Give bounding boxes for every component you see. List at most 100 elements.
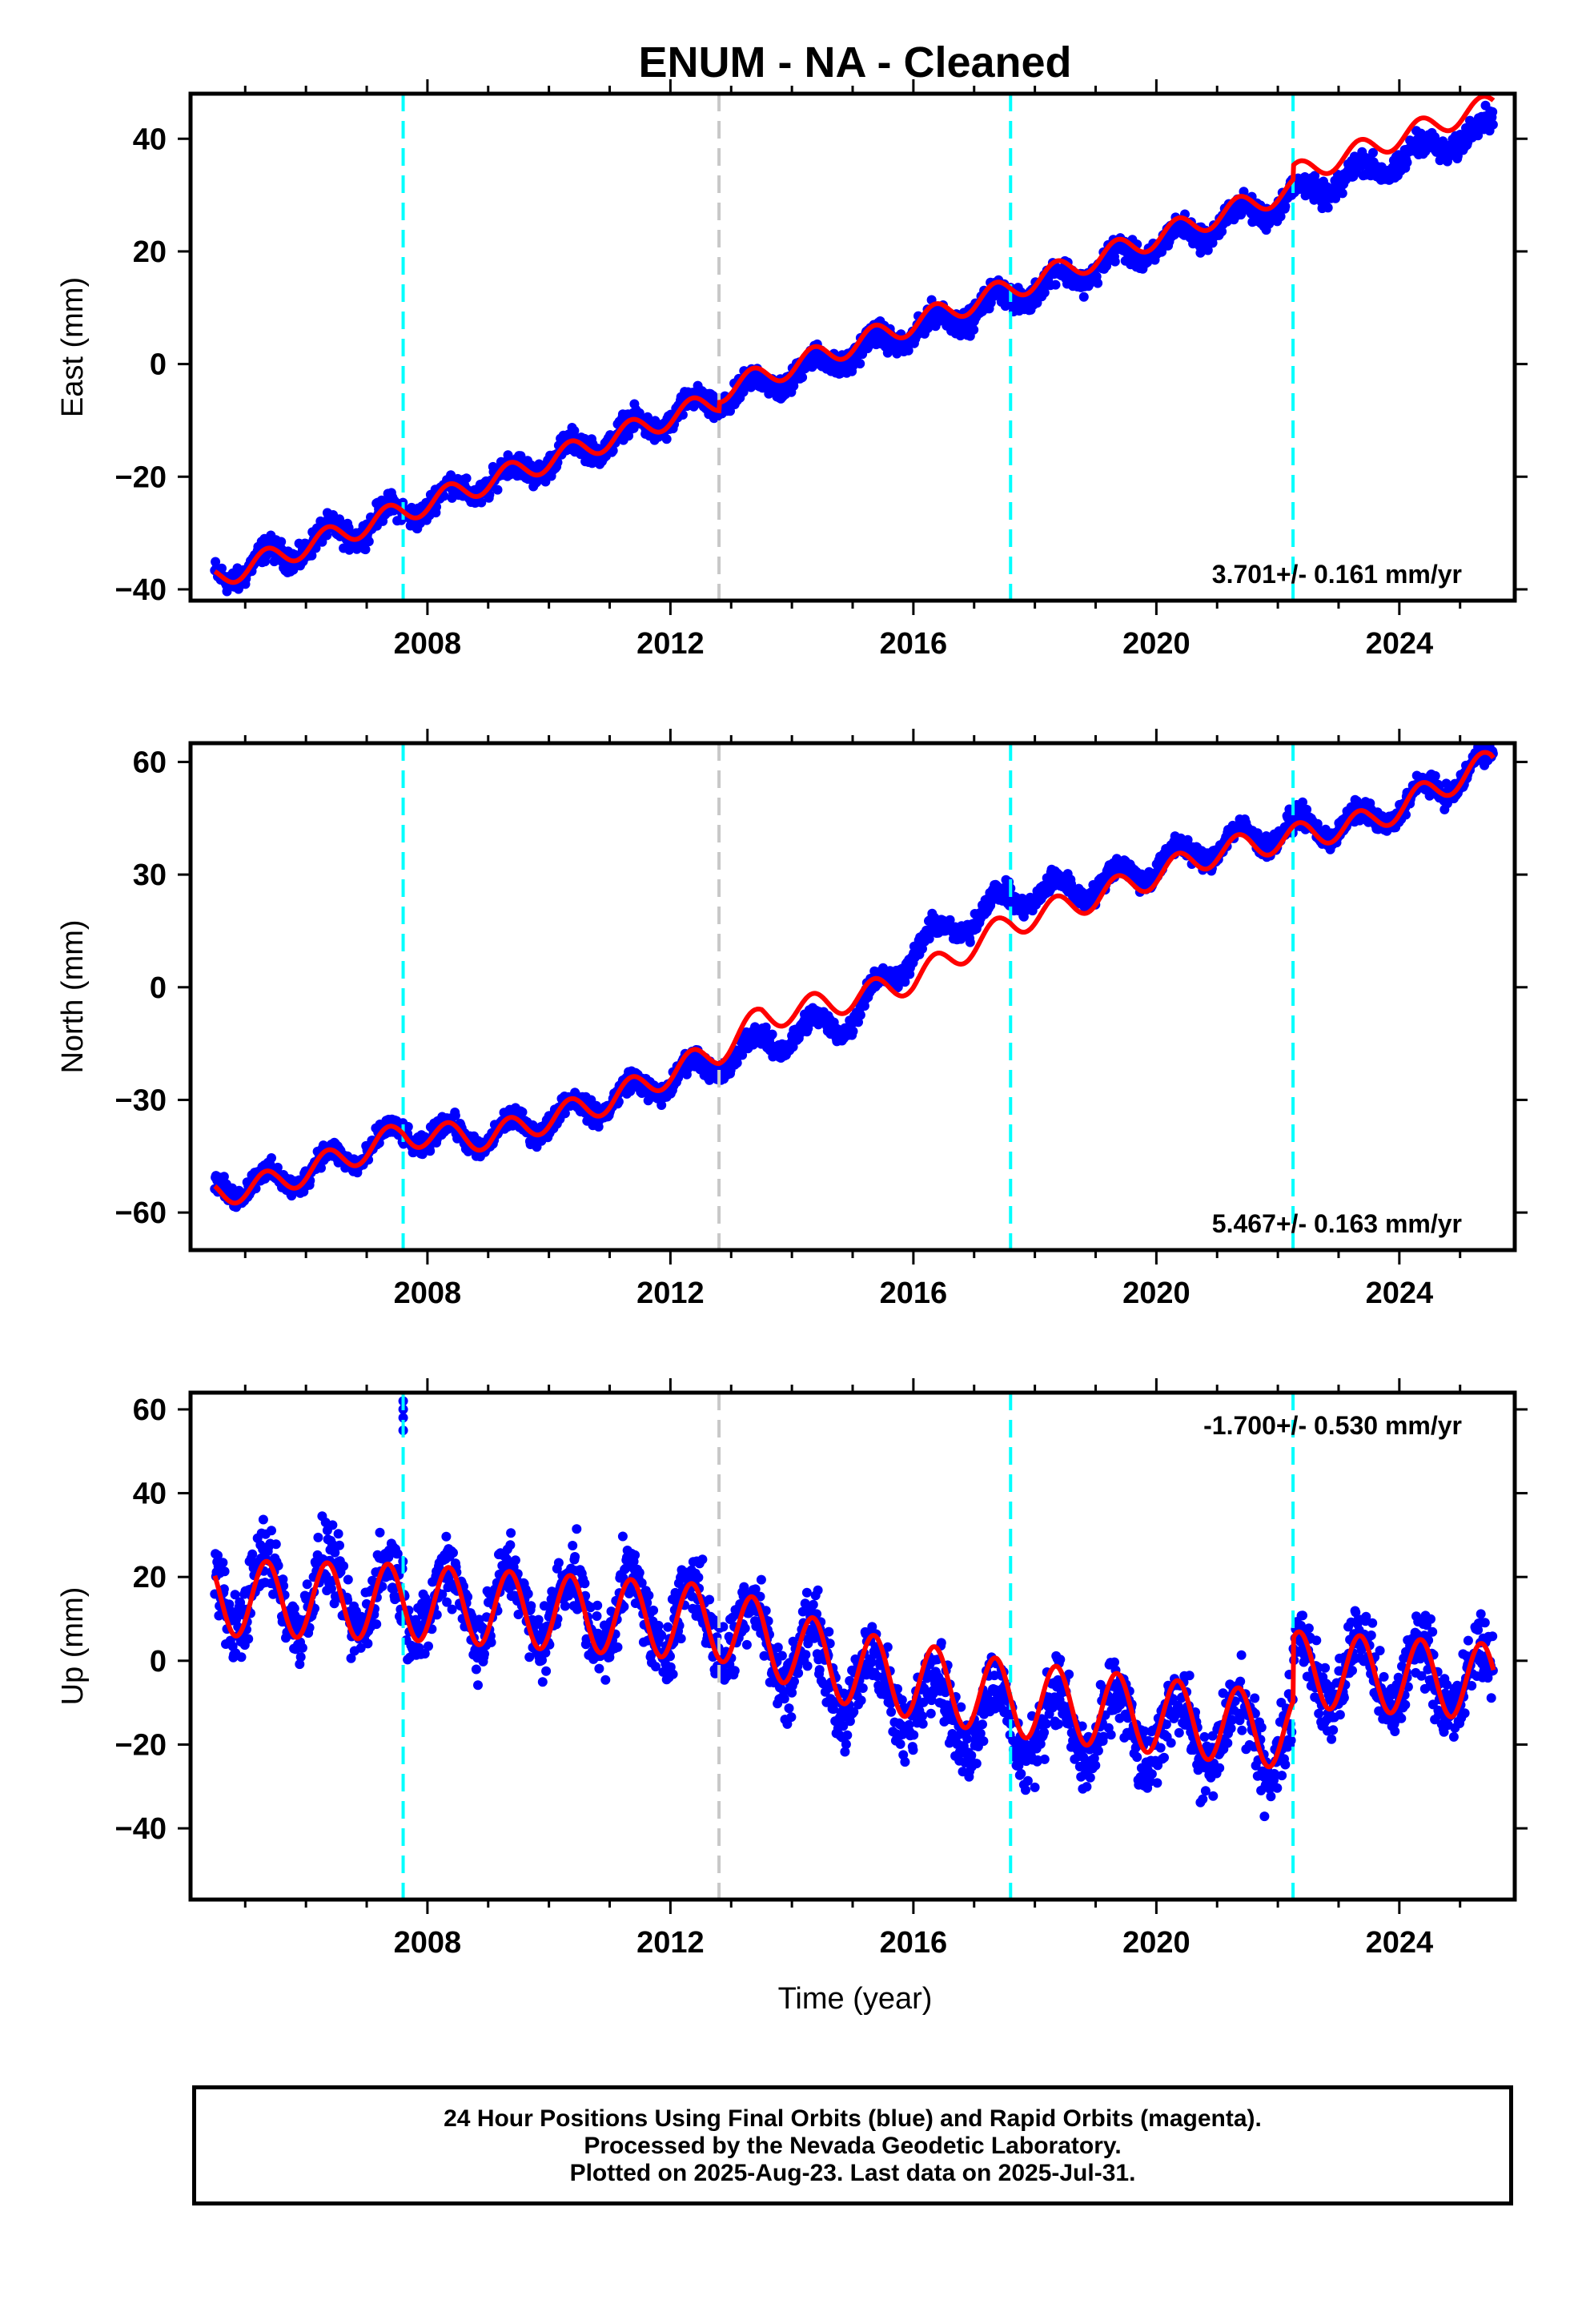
data-point xyxy=(965,937,975,947)
data-point xyxy=(1488,107,1498,117)
data-point xyxy=(737,1050,748,1060)
x-tick-label: 2016 xyxy=(880,1277,948,1310)
data-point xyxy=(924,934,934,944)
data-point xyxy=(560,1108,570,1119)
data-point xyxy=(1337,188,1347,199)
data-point xyxy=(1217,227,1227,237)
y-tick-label: 20 xyxy=(133,235,167,269)
data-point xyxy=(267,1153,276,1163)
data-point xyxy=(295,1652,306,1663)
model-curve xyxy=(213,94,1496,585)
data-point xyxy=(363,537,374,547)
data-point xyxy=(492,485,503,495)
data-point xyxy=(339,1561,349,1571)
data-point xyxy=(1473,131,1484,141)
data-point xyxy=(945,915,955,925)
rate-label: 5.467+/- 0.163 mm/yr xyxy=(1212,1209,1462,1238)
data-point xyxy=(569,425,580,436)
x-tick-label: 2008 xyxy=(394,627,462,661)
data-point xyxy=(313,1532,323,1542)
data-point xyxy=(1078,292,1089,302)
data-point xyxy=(900,977,910,987)
data-point xyxy=(297,1642,307,1653)
plot-area xyxy=(210,94,1498,601)
data-point xyxy=(302,1579,312,1590)
data-point xyxy=(222,586,232,597)
data-point xyxy=(705,1075,715,1085)
data-point xyxy=(738,387,749,397)
data-point xyxy=(276,537,287,547)
data-point xyxy=(247,1549,258,1559)
data-point xyxy=(1110,256,1120,267)
data-point xyxy=(439,491,449,501)
data-point xyxy=(236,1652,247,1663)
data-point xyxy=(1093,278,1103,288)
y-tick-label: 60 xyxy=(133,746,167,779)
data-point xyxy=(797,372,808,383)
data-point xyxy=(1050,279,1061,290)
x-tick-label: 2008 xyxy=(394,1277,462,1310)
data-point xyxy=(1402,157,1412,167)
data-point xyxy=(441,1531,452,1542)
data-point xyxy=(371,1619,382,1630)
data-point xyxy=(855,359,865,369)
data-point xyxy=(923,323,934,333)
y-tick-label: −20 xyxy=(115,460,167,494)
data-point xyxy=(848,1026,858,1036)
rate-label: 3.701+/- 0.161 mm/yr xyxy=(1212,560,1462,589)
data-point xyxy=(517,1107,528,1117)
figure-title: ENUM - NA - Cleaned xyxy=(638,38,1071,86)
data-point xyxy=(327,1520,338,1530)
data-point xyxy=(335,1540,344,1550)
data-point xyxy=(316,1163,326,1173)
data-point xyxy=(307,550,317,561)
data-point xyxy=(375,1527,385,1538)
x-tick-label: 2020 xyxy=(1122,627,1191,661)
data-point xyxy=(767,1029,777,1039)
x-tick-label: 2016 xyxy=(880,627,948,661)
data-point xyxy=(272,1162,283,1172)
data-point xyxy=(219,1172,229,1182)
data-point xyxy=(403,1122,413,1132)
data-point xyxy=(1323,203,1333,213)
data-point xyxy=(343,1574,353,1585)
data-point xyxy=(903,345,913,356)
y-tick-label: 0 xyxy=(150,348,167,382)
data-point xyxy=(360,545,371,555)
x-tick-label: 2024 xyxy=(1366,1277,1434,1310)
data-point xyxy=(424,1641,433,1651)
data-point xyxy=(1280,201,1291,211)
data-point xyxy=(1488,119,1498,130)
data-point xyxy=(476,497,487,508)
data-point xyxy=(450,1111,460,1120)
plot-area xyxy=(210,1393,1498,1900)
data-point xyxy=(333,1529,343,1539)
y-tick-label: 30 xyxy=(133,858,167,892)
data-point xyxy=(218,1558,228,1568)
data-point xyxy=(461,473,472,484)
data-point xyxy=(656,1100,667,1110)
y-axis-label: East (mm) xyxy=(56,277,90,417)
data-point xyxy=(917,943,927,954)
y-axis-label: North (mm) xyxy=(56,919,90,1073)
data-point xyxy=(1039,287,1050,298)
data-point xyxy=(969,324,979,335)
data-point xyxy=(608,445,618,456)
plot-area xyxy=(210,743,1498,1250)
data-point xyxy=(271,1539,281,1550)
data-point xyxy=(761,1022,771,1032)
x-tick-label: 2024 xyxy=(1366,627,1434,661)
y-tick-label: −40 xyxy=(115,573,167,607)
data-point xyxy=(661,434,672,444)
data-point xyxy=(1368,147,1378,158)
data-point xyxy=(855,1010,865,1020)
data-point xyxy=(363,1638,373,1649)
data-point xyxy=(243,1634,254,1644)
y-tick-label: 40 xyxy=(133,123,167,156)
y-tick-label: 0 xyxy=(150,971,167,1005)
data-point xyxy=(258,1514,268,1525)
